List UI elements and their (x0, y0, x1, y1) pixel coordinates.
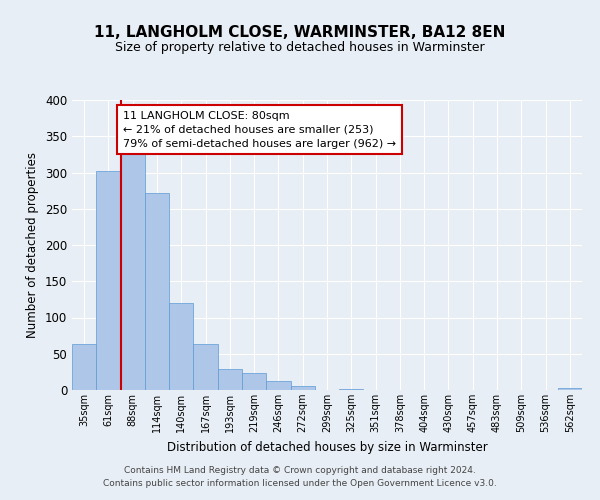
Bar (121, 151, 145, 390)
Bar (145, 193, 169, 390)
Bar (96, 171, 121, 390)
Bar (72, 344, 96, 390)
Y-axis label: Number of detached properties: Number of detached properties (26, 152, 40, 338)
Bar (169, 303, 193, 390)
X-axis label: Distribution of detached houses by size in Warminster: Distribution of detached houses by size … (167, 440, 487, 454)
Text: Size of property relative to detached houses in Warminster: Size of property relative to detached ho… (115, 41, 485, 54)
Bar (218, 369, 242, 390)
Text: Contains HM Land Registry data © Crown copyright and database right 2024.
Contai: Contains HM Land Registry data © Crown c… (103, 466, 497, 487)
Bar (193, 344, 218, 390)
Bar (558, 388, 582, 390)
Bar (266, 380, 290, 390)
Bar (290, 386, 315, 390)
Text: 11 LANGHOLM CLOSE: 80sqm
← 21% of detached houses are smaller (253)
79% of semi-: 11 LANGHOLM CLOSE: 80sqm ← 21% of detach… (123, 111, 396, 149)
Bar (242, 372, 266, 390)
Bar (339, 388, 364, 390)
Text: 11, LANGHOLM CLOSE, WARMINSTER, BA12 8EN: 11, LANGHOLM CLOSE, WARMINSTER, BA12 8EN (94, 25, 506, 40)
